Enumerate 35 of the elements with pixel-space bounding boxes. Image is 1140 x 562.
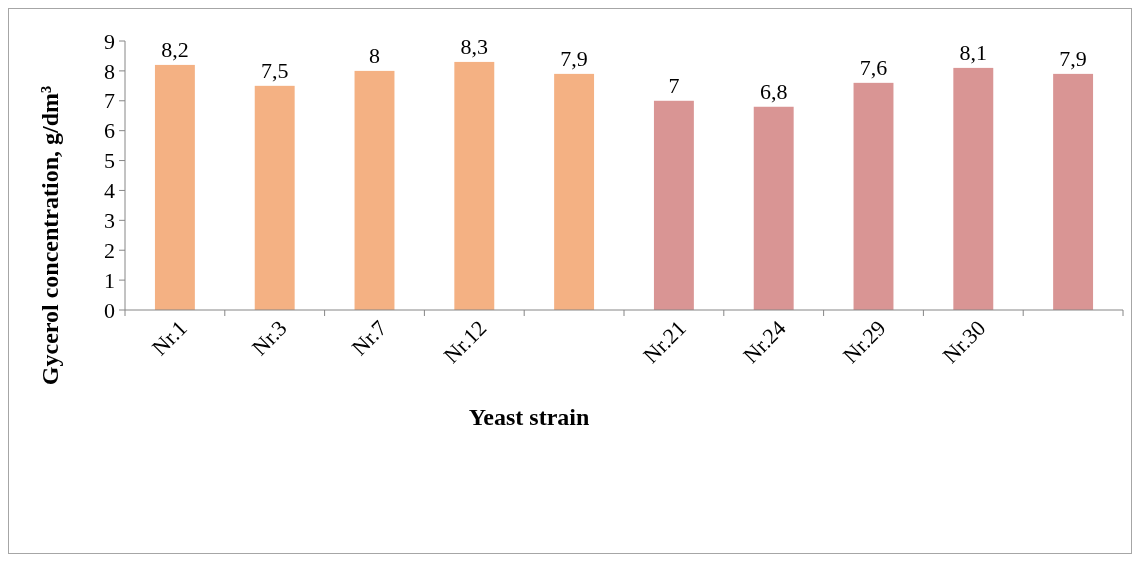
data-label: 7,6 [859,54,888,80]
bar [853,82,894,310]
x-tick-label: Nr.3 [246,315,292,361]
data-label: 8 [369,42,380,68]
x-tick-label: Nr.1 [146,315,192,361]
x-axis-title: Yeast strain [468,404,590,430]
data-label: 6,8 [759,78,788,104]
bar [454,61,495,310]
y-tick-label: 4 [104,178,115,204]
y-tick-label: 9 [104,28,115,54]
y-tick-label: 6 [104,118,115,144]
bar [154,64,195,310]
bar [653,100,694,310]
bar [753,106,794,310]
y-axis-title: Gycerol concentration, g/dm³ [37,85,63,386]
bar [554,73,595,310]
y-tick-label: 1 [104,267,115,293]
y-tick-label: 7 [104,88,115,114]
data-label: 7,9 [1059,45,1087,71]
data-label: 8,3 [460,33,489,59]
bar [354,70,395,310]
data-label: 7,9 [560,45,588,71]
bar [254,85,295,310]
y-tick-label: 3 [104,208,115,234]
data-label: 8,2 [161,36,189,62]
y-tick-label: 2 [104,237,115,263]
y-tick-label: 0 [104,297,115,323]
data-label: 7 [668,72,680,98]
x-tick-label: Nr.7 [346,315,392,361]
data-label: 8,1 [959,39,988,65]
bar [1053,73,1094,310]
y-tick-label: 8 [104,58,115,84]
bar [953,67,994,310]
y-tick-label: 5 [104,148,115,174]
data-label: 7,5 [260,57,289,83]
